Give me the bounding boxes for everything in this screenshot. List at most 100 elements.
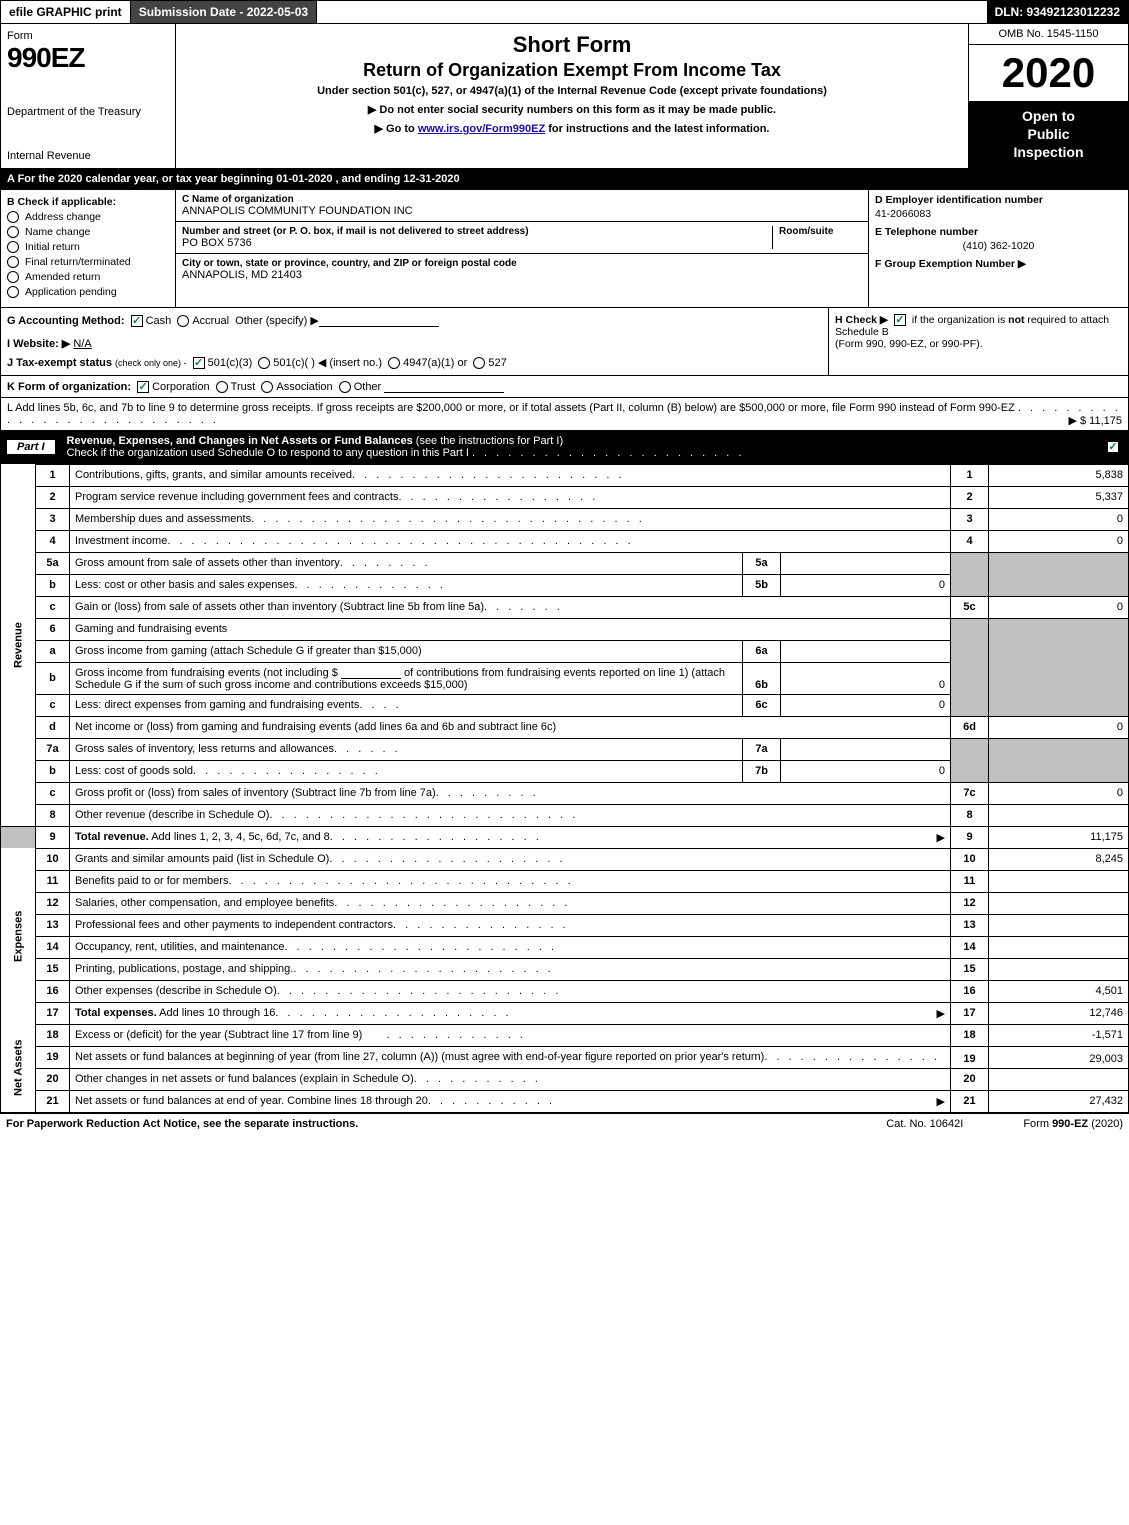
- form-number-footer: Form 990-EZ (2020): [1023, 1118, 1123, 1130]
- checkbox-icon: [7, 211, 19, 223]
- part1-schedule-o-check[interactable]: [1107, 441, 1119, 453]
- j-note: (check only one) -: [115, 358, 187, 368]
- table-row: 6 Gaming and fundraising events: [1, 618, 1129, 640]
- h-text3: (Form 990, 990-EZ, or 990-PF).: [835, 338, 983, 350]
- city-value: ANNAPOLIS, MD 21403: [182, 269, 862, 281]
- section-expenses: Expenses: [1, 848, 36, 1024]
- table-row: Net Assets 18 Excess or (deficit) for th…: [1, 1024, 1129, 1046]
- goto-pre: ▶ Go to: [375, 123, 418, 135]
- check-cash[interactable]: [131, 315, 143, 327]
- check-501c3[interactable]: [193, 357, 205, 369]
- checkbox-icon: [7, 241, 19, 253]
- subval-6a: [781, 640, 951, 662]
- amount-6d: 0: [989, 716, 1129, 738]
- part1-badge: Part I: [7, 440, 55, 454]
- org-name: ANNAPOLIS COMMUNITY FOUNDATION INC: [182, 205, 862, 217]
- header-center: Short Form Return of Organization Exempt…: [176, 24, 968, 168]
- city-label: City or town, state or province, country…: [182, 258, 862, 269]
- amount-20: [989, 1068, 1129, 1090]
- other-specify-input[interactable]: [319, 314, 439, 327]
- table-row: 3 Membership dues and assessments. . . .…: [1, 508, 1129, 530]
- check-amended-return[interactable]: Amended return: [7, 271, 169, 283]
- g-label: G Accounting Method:: [7, 315, 125, 327]
- amount-13: [989, 914, 1129, 936]
- part1-subtitle: (see the instructions for Part I): [416, 435, 563, 447]
- amount-1: 5,838: [989, 464, 1129, 486]
- amount-16: 4,501: [989, 980, 1129, 1002]
- table-row: d Net income or (loss) from gaming and f…: [1, 716, 1129, 738]
- open-public-badge: Open to Public Inspection: [969, 101, 1128, 168]
- k-label: K Form of organization:: [7, 381, 131, 393]
- part1-checkline: Check if the organization used Schedule …: [67, 447, 469, 459]
- amount-2: 5,337: [989, 486, 1129, 508]
- tel-label: E Telephone number: [875, 226, 1122, 238]
- goto-post: for instructions and the latest informat…: [545, 123, 769, 135]
- table-row: 2 Program service revenue including gove…: [1, 486, 1129, 508]
- section-netassets: Net Assets: [1, 1024, 36, 1112]
- check-4947[interactable]: [388, 357, 400, 369]
- accounting-block: G Accounting Method: Cash Accrual Other …: [0, 308, 1129, 376]
- checkbox-icon: [7, 286, 19, 298]
- checkbox-icon: [7, 256, 19, 268]
- ein-value: 41-2066083: [875, 208, 1122, 220]
- subval-6b: 0: [781, 662, 951, 694]
- street-label: Number and street (or P. O. box, if mail…: [182, 226, 772, 237]
- paperwork-notice: For Paperwork Reduction Act Notice, see …: [6, 1118, 358, 1130]
- check-final-return[interactable]: Final return/terminated: [7, 256, 169, 268]
- checkbox-icon: [7, 226, 19, 238]
- l-amount: ▶ $ 11,175: [1068, 414, 1122, 427]
- check-initial-return[interactable]: Initial return: [7, 241, 169, 253]
- name-label: C Name of organization: [182, 194, 862, 205]
- check-name-change[interactable]: Name change: [7, 226, 169, 238]
- efile-label[interactable]: efile GRAPHIC print: [1, 1, 131, 23]
- website-value: N/A: [73, 338, 91, 350]
- table-row: 14 Occupancy, rent, utilities, and maint…: [1, 936, 1129, 958]
- submission-date: Submission Date - 2022-05-03: [131, 1, 317, 23]
- table-row: 16 Other expenses (describe in Schedule …: [1, 980, 1129, 1002]
- check-application-pending[interactable]: Application pending: [7, 286, 169, 298]
- note-goto: ▶ Go to www.irs.gov/Form990EZ for instru…: [182, 122, 962, 135]
- table-row: 20 Other changes in net assets or fund b…: [1, 1068, 1129, 1090]
- table-row: 5a Gross amount from sale of assets othe…: [1, 552, 1129, 574]
- amount-8: [989, 804, 1129, 826]
- catalog-number: Cat. No. 10642I: [886, 1118, 963, 1130]
- h-not: not: [1008, 314, 1024, 326]
- table-row: 8 Other revenue (describe in Schedule O)…: [1, 804, 1129, 826]
- room-label: Room/suite: [779, 226, 862, 237]
- open-line3: Inspection: [973, 143, 1124, 161]
- subval-6c: 0: [781, 694, 951, 716]
- check-h[interactable]: [894, 314, 906, 326]
- open-line2: Public: [973, 125, 1124, 143]
- subval-5a: [781, 552, 951, 574]
- form-label: Form: [7, 30, 169, 42]
- check-501c[interactable]: [258, 357, 270, 369]
- check-527[interactable]: [473, 357, 485, 369]
- line6b-amount-input[interactable]: [341, 666, 401, 679]
- check-corporation[interactable]: [137, 381, 149, 393]
- irs-link[interactable]: www.irs.gov/Form990EZ: [418, 123, 545, 135]
- ein-label: D Employer identification number: [875, 194, 1122, 206]
- table-row: c Gain or (loss) from sale of assets oth…: [1, 596, 1129, 618]
- check-other[interactable]: [339, 381, 351, 393]
- form-number: 990EZ: [7, 42, 169, 74]
- section-a: A For the 2020 calendar year, or tax yea…: [0, 169, 1129, 190]
- k-other-input[interactable]: [384, 380, 504, 393]
- amount-14: [989, 936, 1129, 958]
- part1-table: Revenue 1 Contributions, gifts, grants, …: [0, 464, 1129, 1113]
- header-left: Form 990EZ Department of the Treasury In…: [1, 24, 176, 168]
- amount-15: [989, 958, 1129, 980]
- title-return: Return of Organization Exempt From Incom…: [182, 60, 962, 81]
- check-accrual[interactable]: [177, 315, 189, 327]
- amount-21: 27,432: [989, 1090, 1129, 1112]
- amount-11: [989, 870, 1129, 892]
- table-row: c Gross profit or (loss) from sales of i…: [1, 782, 1129, 804]
- table-row: 19 Net assets or fund balances at beginn…: [1, 1046, 1129, 1068]
- check-association[interactable]: [261, 381, 273, 393]
- check-address-change[interactable]: Address change: [7, 211, 169, 223]
- amount-19: 29,003: [989, 1046, 1129, 1068]
- note-ssn: ▶ Do not enter social security numbers o…: [182, 103, 962, 116]
- check-trust[interactable]: [216, 381, 228, 393]
- form-header: Form 990EZ Department of the Treasury In…: [0, 24, 1129, 169]
- omb-number: OMB No. 1545-1150: [969, 24, 1128, 45]
- line-l: L Add lines 5b, 6c, and 7b to line 9 to …: [0, 398, 1129, 431]
